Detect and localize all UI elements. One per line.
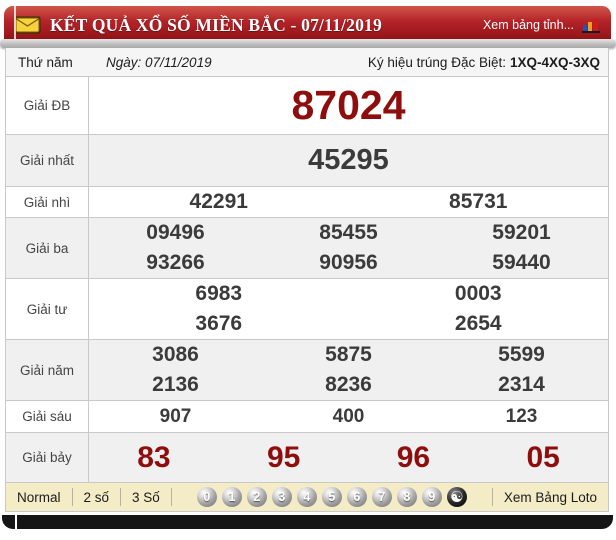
digit-ball-4[interactable]: 4 bbox=[296, 487, 317, 507]
prize-number: 09496 bbox=[146, 221, 205, 244]
mode-2so-button[interactable]: 2 số bbox=[73, 488, 122, 506]
prize-number: 85455 bbox=[319, 221, 378, 244]
prize-number: 85731 bbox=[449, 190, 508, 213]
prize-values: 3086 5875 5599 2136 8236 2314 bbox=[89, 340, 608, 400]
prize-values: 09496 85455 59201 93266 90956 59440 bbox=[89, 218, 608, 278]
prize-number: 8236 bbox=[325, 373, 372, 396]
prize-number: 05 bbox=[526, 440, 560, 474]
prize-number: 123 bbox=[505, 405, 538, 427]
digit-ball-3[interactable]: 3 bbox=[271, 487, 292, 507]
prize-row: Giải tư 6983 0003 3676 2654 bbox=[6, 279, 608, 340]
yinyang-ball[interactable]: ☯ bbox=[446, 487, 467, 507]
divider-strip bbox=[0, 39, 616, 48]
prize-row: Giải ĐB 87024 bbox=[6, 77, 608, 135]
xem-bang-tinh-link[interactable]: Xem bảng tỉnh... bbox=[482, 18, 574, 32]
prize-row: Giải nhất 45295 bbox=[6, 135, 608, 187]
prize-number: 95 bbox=[266, 440, 301, 474]
envelope-icon bbox=[14, 16, 41, 34]
results-panel: Thứ năm Ngày: 07/11/2019 Ký hiệu trúng Đ… bbox=[5, 48, 609, 512]
mode-3so-button[interactable]: 3 Số bbox=[121, 488, 172, 506]
footer-bar: Normal 2 số 3 Số 0 1 2 3 4 5 6 7 8 9 ☯ Xem Bảng Lo… bbox=[6, 483, 608, 511]
digit-ball-2[interactable]: 2 bbox=[246, 487, 267, 507]
prize-label: Giải ba bbox=[6, 218, 89, 278]
weekday-label: Thứ năm bbox=[18, 54, 73, 70]
bar-chart-icon[interactable] bbox=[582, 18, 601, 33]
prize-label: Giải nhất bbox=[6, 135, 89, 186]
prize-number: 83 bbox=[137, 440, 171, 474]
prize-label: Giải nhì bbox=[6, 187, 89, 217]
xem-bang-loto-link[interactable]: Xem Bảng Loto bbox=[503, 489, 597, 505]
digit-ball-row: 0 1 2 3 4 5 6 7 8 9 ☯ bbox=[172, 487, 493, 507]
prize-number: 400 bbox=[332, 405, 365, 427]
prize-values: 907 400 123 bbox=[89, 401, 608, 432]
prize-label: Giải ĐB bbox=[6, 77, 89, 134]
bottom-bar bbox=[2, 515, 613, 529]
prize-number: 42291 bbox=[189, 190, 248, 213]
prize-table: Giải ĐB 87024 Giải nhất 45295 Giải nhì 42291 8… bbox=[6, 77, 608, 483]
prize-values: 87024 bbox=[89, 77, 608, 134]
prize-values: 42291 85731 bbox=[89, 187, 608, 217]
prize-number: 87024 bbox=[291, 82, 406, 128]
prize-number: 2314 bbox=[498, 373, 545, 396]
highlight-line-bottom bbox=[15, 515, 17, 529]
special-code: Ký hiệu trúng Đặc Biệt: 1XQ-4XQ-3XQ bbox=[368, 55, 608, 70]
header-bar: KẾT QUẢ XỔ SỐ MIỀN BẮC - 07/11/2019 Xem … bbox=[4, 6, 611, 44]
prize-values: 83 95 96 05 bbox=[89, 433, 608, 482]
prize-label: Giải tư bbox=[6, 279, 89, 339]
prize-row: Giải bảy 83 95 96 05 bbox=[6, 433, 608, 483]
prize-number: 93266 bbox=[146, 251, 205, 274]
prize-number: 96 bbox=[396, 440, 431, 474]
prize-number: 2654 bbox=[454, 312, 502, 335]
mode-normal-button[interactable]: Normal bbox=[6, 488, 73, 506]
page-title: KẾT QUẢ XỔ SỐ MIỀN BẮC - 07/11/2019 bbox=[50, 14, 382, 35]
digit-ball-5[interactable]: 5 bbox=[321, 487, 342, 507]
special-code-label: Ký hiệu trúng Đặc Biệt: bbox=[367, 54, 506, 70]
prize-number: 5599 bbox=[498, 343, 545, 366]
special-code-value: 1XQ-4XQ-3XQ bbox=[509, 54, 600, 70]
prize-values: 6983 0003 3676 2654 bbox=[89, 279, 608, 339]
prize-number: 2136 bbox=[152, 373, 199, 396]
prize-label: Giải sáu bbox=[6, 401, 89, 432]
digit-ball-7[interactable]: 7 bbox=[371, 487, 392, 507]
digit-ball-9[interactable]: 9 bbox=[421, 487, 442, 507]
digit-ball-0[interactable]: 0 bbox=[196, 487, 217, 507]
prize-number: 6983 bbox=[195, 282, 243, 305]
prize-label: Giải bảy bbox=[6, 433, 89, 482]
prize-number: 59201 bbox=[492, 221, 551, 244]
prize-row: Giải ba 09496 85455 59201 93266 90956 59440 bbox=[6, 218, 608, 279]
prize-number: 5875 bbox=[325, 343, 372, 366]
prize-number: 3086 bbox=[152, 343, 199, 366]
digit-ball-6[interactable]: 6 bbox=[346, 487, 367, 507]
prize-number: 90956 bbox=[319, 251, 378, 274]
prize-row: Giải năm 3086 5875 5599 2136 8236 2314 bbox=[6, 340, 608, 401]
digit-ball-1[interactable]: 1 bbox=[221, 487, 242, 507]
highlight-line bbox=[14, 0, 16, 43]
prize-number: 3676 bbox=[195, 312, 243, 335]
prize-number: 59440 bbox=[492, 251, 551, 274]
digit-ball-8[interactable]: 8 bbox=[396, 487, 417, 507]
prize-number: 0003 bbox=[454, 282, 502, 305]
prize-row: Giải nhì 42291 85731 bbox=[6, 187, 608, 218]
prize-values: 45295 bbox=[89, 135, 608, 186]
prize-row: Giải sáu 907 400 123 bbox=[6, 401, 608, 433]
info-row: Thứ năm Ngày: 07/11/2019 Ký hiệu trúng Đ… bbox=[6, 48, 608, 77]
date-label: Ngày: 07/11/2019 bbox=[106, 54, 212, 70]
prize-number: 45295 bbox=[308, 144, 389, 176]
prize-label: Giải năm bbox=[6, 340, 89, 400]
prize-number: 907 bbox=[159, 405, 192, 427]
